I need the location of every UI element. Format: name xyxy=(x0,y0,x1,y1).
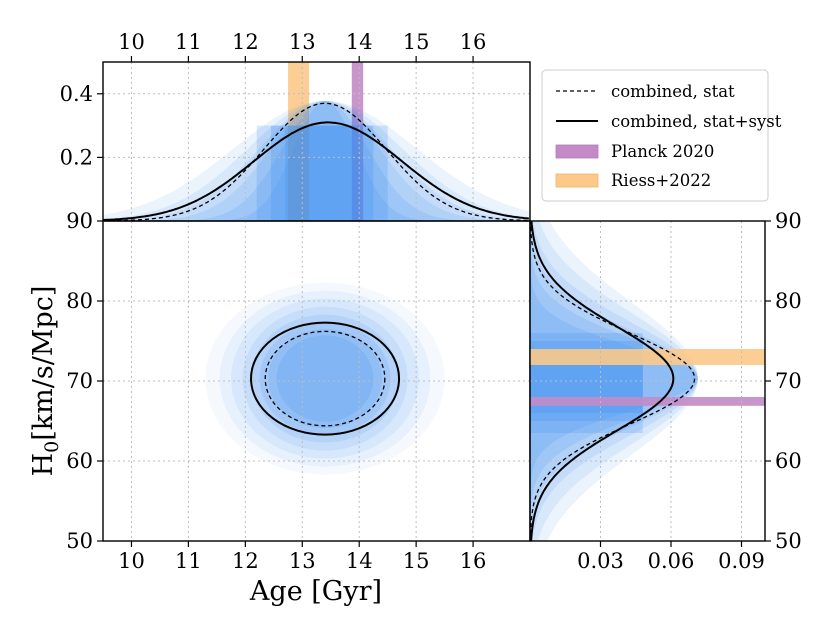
right-curve-stat xyxy=(529,220,696,541)
joint-cloud-layer-7 xyxy=(276,335,374,422)
top-cloud-layer-0 xyxy=(103,101,530,221)
top-cloud-layer-4 xyxy=(103,101,530,221)
right-band-1 xyxy=(530,397,765,406)
joint-cloud-layer-3 xyxy=(242,306,408,451)
right-ytick-label-2: 70 xyxy=(775,369,802,393)
joint-xtick-label-6: 16 xyxy=(460,549,487,573)
legend-label-stat: combined, stat xyxy=(611,82,735,101)
right-xtick-label-1: 0.06 xyxy=(648,549,695,573)
y-axis-label-sub: 0 xyxy=(41,441,63,453)
joint-xtick-label-4: 14 xyxy=(346,549,373,573)
joint-cloud-layer-6 xyxy=(268,329,382,429)
top-xtick-label-3: 13 xyxy=(289,30,316,54)
joint-cloud-layer-0 xyxy=(205,282,445,475)
legend-label-riess: Riess+2022 xyxy=(611,171,711,190)
top-ytick-label-0: 0.2 xyxy=(60,145,93,169)
top-xtick-label-4: 14 xyxy=(346,30,373,54)
joint-ytick-label-1: 60 xyxy=(66,449,93,473)
top-cloud-layer-3 xyxy=(103,101,530,221)
right-curve-stat-syst xyxy=(530,220,675,542)
top-xtick-label-5: 15 xyxy=(403,30,430,54)
right-marginal-panel: 0.03 0.06 0.09 50 60 70 80 90 xyxy=(529,209,802,573)
legend: combined, stat combined, stat+syst Planc… xyxy=(541,69,782,202)
joint-xtick-label-1: 11 xyxy=(175,549,202,573)
right-cloud-layer-4 xyxy=(530,221,698,541)
joint-ytick-label-0: 50 xyxy=(66,529,93,553)
top-curve-stat-syst xyxy=(102,121,529,221)
legend-label-planck: Planck 2020 xyxy=(611,142,714,161)
joint-cloud-layer-4 xyxy=(251,314,400,443)
joint-ytick-label-4: 90 xyxy=(66,209,93,233)
joint-xtick-label-5: 15 xyxy=(403,549,430,573)
top-marginal-panel: 10 11 12 13 14 15 16 0.2 0.4 xyxy=(60,30,531,222)
joint-ytick-label-2: 70 xyxy=(66,369,93,393)
y-axis-label-h: H xyxy=(28,453,59,477)
legend-patch-planck xyxy=(555,144,599,159)
legend-patch-riess xyxy=(555,173,599,188)
joint-cloud-layer-2 xyxy=(231,298,419,459)
top-cloud-layer-1 xyxy=(103,101,530,221)
x-axis-label: Age [Gyr] xyxy=(249,576,382,607)
joint-contour-stat xyxy=(264,330,386,427)
right-ytick-label-3: 80 xyxy=(775,289,802,313)
right-ytick-label-0: 50 xyxy=(775,529,802,553)
top-xtick-label-1: 11 xyxy=(175,30,202,54)
joint-xtick-label-2: 12 xyxy=(232,549,259,573)
legend-label-stat-syst: combined, stat+syst xyxy=(611,112,782,131)
right-ytick-label-1: 60 xyxy=(775,449,802,473)
top-curve-stat xyxy=(103,102,529,222)
joint-cloud-layer-1 xyxy=(219,290,431,467)
top-cloud-core-1 xyxy=(270,125,374,221)
right-band-0 xyxy=(530,349,765,365)
top-cloud-layer-5 xyxy=(103,101,530,221)
top-ytick-label-1: 0.4 xyxy=(60,82,93,106)
right-xtick-label-2: 0.09 xyxy=(718,549,765,573)
y-axis-label-units: [km/s/Mpc] xyxy=(28,286,59,441)
top-band-0 xyxy=(288,62,310,221)
top-cloud-layer-2 xyxy=(103,101,530,221)
top-xtick-label-0: 10 xyxy=(118,30,145,54)
right-xtick-label-0: 0.03 xyxy=(577,549,624,573)
top-cloud-core-2 xyxy=(285,125,360,221)
right-ytick-label-4: 90 xyxy=(775,209,802,233)
joint-xtick-label-3: 13 xyxy=(289,549,316,573)
joint-contour-stat-syst xyxy=(250,321,401,436)
top-xtick-label-2: 12 xyxy=(232,30,259,54)
top-xtick-label-6: 16 xyxy=(460,30,487,54)
joint-panel: 10 11 12 13 14 15 16 50 60 70 80 90 xyxy=(66,209,531,573)
right-cloud-layer-5 xyxy=(530,221,698,541)
top-band-1 xyxy=(351,62,364,221)
y-axis-label: H0[km/s/Mpc] xyxy=(28,286,63,477)
joint-ytick-label-3: 80 xyxy=(66,289,93,313)
joint-xtick-label-0: 10 xyxy=(118,549,145,573)
legend-box xyxy=(541,69,769,202)
joint-cloud-layer-5 xyxy=(259,322,391,435)
